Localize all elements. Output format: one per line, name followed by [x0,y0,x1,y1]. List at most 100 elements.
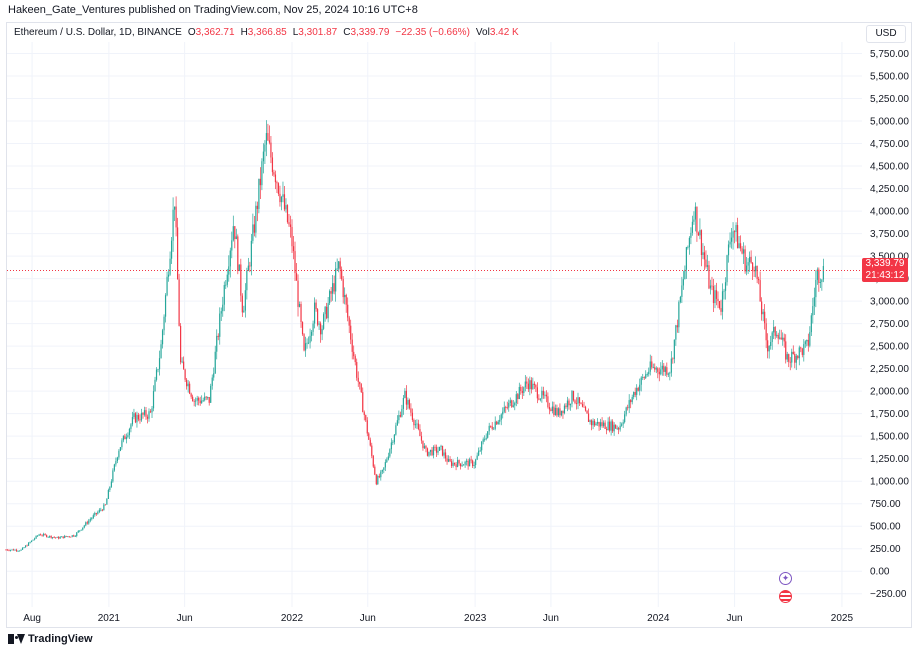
candle-body [205,396,207,398]
candle-body [270,142,272,158]
candle-body [602,422,605,426]
candle-body [694,206,697,220]
candle-body [170,240,173,259]
candle-body [633,392,635,398]
candle-body [365,415,367,421]
candle-body [59,537,61,539]
candle-body [676,325,678,328]
candle-body [539,398,541,400]
candle-body [523,387,525,393]
candle-body [368,433,370,440]
candle-body [30,540,33,542]
candle-body [116,457,118,462]
candle-body [645,374,647,379]
last-price-tag: 3,339.79 21:43:12 [862,258,908,282]
candle-body [727,244,730,256]
candle-body [366,420,368,434]
candle-body [229,250,231,267]
candle-body [320,323,322,335]
candle-body [759,280,761,302]
candle-body [98,509,100,513]
candle-body [244,290,246,311]
candle-body [554,407,557,416]
candle-body [396,420,398,426]
candle-body [773,326,775,333]
candle-body [62,536,64,539]
candle-body [536,387,538,399]
candle-body [277,183,280,194]
candle-body [193,401,195,402]
candle-body [685,247,687,270]
x-tick-label: Aug [23,613,41,624]
candle-body [29,541,31,543]
candle-body [739,243,742,249]
candle-body [720,308,722,312]
candle-body [514,402,516,406]
candle-body [455,464,457,467]
candle-body [86,522,88,524]
candle-body [362,392,364,413]
candle-body [110,481,112,487]
candle-body [541,390,543,399]
candle-body [515,394,517,403]
candle-body [786,354,788,360]
candle-body [122,435,125,441]
symbol-name[interactable]: Ethereum / U.S. Dollar, 1D, BINANCE [14,27,182,38]
candle-body [711,285,713,287]
candle-body [688,237,690,248]
candle-body [434,446,436,448]
candle-body [214,351,216,374]
candle-body [595,423,597,426]
candle-body [426,448,429,456]
candle-body [247,265,249,271]
candle-body [12,549,15,551]
y-tick-label: 4,250.00 [870,184,909,195]
candle-body [572,390,575,401]
candle-body [563,405,566,414]
candle-body [735,225,737,233]
candle-body [213,373,215,378]
y-tick-label: −250.00 [870,589,907,600]
candle-body [151,408,153,413]
candle-body [34,538,36,540]
us-flag-event-icon[interactable] [779,590,792,603]
candle-body [800,347,802,349]
candle-body [142,412,144,415]
candle-body [27,542,30,546]
y-tick-label: 1,500.00 [870,432,909,443]
candle-body [125,437,128,440]
candle-body [55,537,57,539]
candle-body [435,447,438,453]
crypto-event-icon[interactable]: ✦ [779,572,792,585]
candle-body [664,367,666,372]
tradingview-footer[interactable]: TradingView [8,633,93,645]
candle-body [770,342,772,346]
candle-body [100,509,102,511]
candle-body [342,279,344,298]
y-tick-label: 500.00 [870,522,901,533]
candle-body [192,396,194,402]
candle-body [152,391,155,409]
candle-body [420,436,423,441]
candle-body [702,252,704,255]
candle-body [630,400,632,403]
candle-body [112,470,114,482]
candle-body [21,547,24,550]
candle-body [20,549,22,551]
candle-body [157,369,159,371]
candle-body [109,486,111,491]
candle-body [736,225,739,249]
candle-body [655,368,657,370]
candle-body [309,335,311,343]
candle-body [599,422,602,427]
currency-selector[interactable]: USD [866,25,906,43]
candle-body [316,309,319,325]
candle-body [253,224,255,233]
candle-body [560,410,563,416]
candle-body [593,420,596,426]
candle-body [712,286,715,304]
candle-body [408,399,411,409]
candle-body [481,441,483,451]
candle-body [107,490,109,499]
